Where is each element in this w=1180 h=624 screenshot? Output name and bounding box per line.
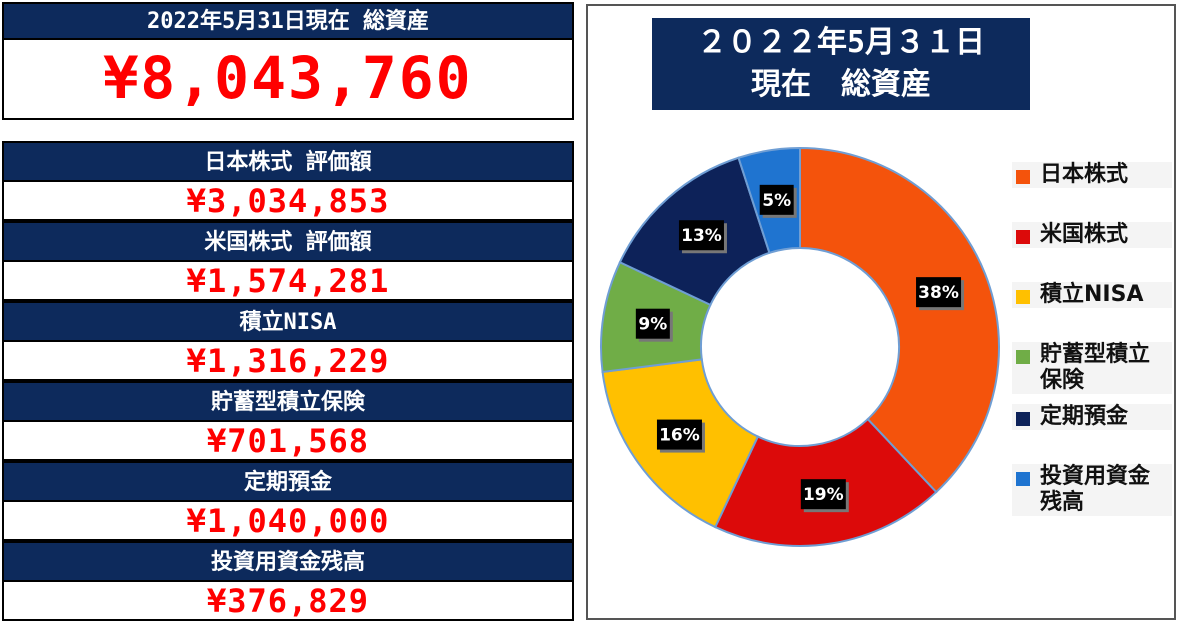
legend-label: 残高 [1040, 490, 1085, 515]
asset-item-label: 積立NISA [2, 301, 574, 342]
asset-item-label: 定期預金 [2, 461, 574, 502]
legend-label: 米国株式 [1040, 222, 1129, 247]
asset-item-value: ¥1,316,229 [2, 342, 574, 381]
chart-legend: 日本株式米国株式積立NISA 貯蓄型積立 保険定期預金投資用資金 残高 [1012, 162, 1172, 526]
legend-item: 積立NISA [1012, 282, 1172, 308]
legend-swatch [1016, 230, 1030, 244]
asset-item: 米国株式 評価額 ¥1,574,281 [2, 221, 574, 301]
asset-item: 定期預金 ¥1,040,000 [2, 461, 574, 541]
asset-item: 日本株式 評価額 ¥3,034,853 [2, 141, 574, 221]
asset-item-label: 米国株式 評価額 [2, 221, 574, 262]
asset-item-value: ¥376,829 [2, 582, 574, 621]
total-assets-block: 2022年5月31日現在 総資産 ¥8,043,760 [2, 2, 574, 120]
legend-label: 日本株式 [1040, 162, 1129, 187]
donut-chart: 38% 19% 16% 9% 13% 5% [600, 146, 1000, 547]
chart-title: ２０２２年5月３１日 現在 総資産 [652, 18, 1030, 110]
data-label: 16% [656, 419, 705, 453]
data-label: 13% [678, 220, 727, 254]
asset-item-value: ¥1,574,281 [2, 262, 574, 301]
legend-item: 定期預金 [1012, 404, 1172, 430]
data-label: 9% [635, 308, 673, 342]
legend-item: 貯蓄型積立 保険 [1012, 342, 1172, 394]
legend-swatch [1016, 170, 1030, 184]
chart-panel: 38% 19% 16% 9% 13% 5% ２０２２年5月３１日 現在 総資産 日本株式米… [586, 4, 1176, 620]
legend-swatch [1016, 290, 1030, 304]
asset-item-value: ¥3,034,853 [2, 182, 574, 221]
asset-item: 投資用資金残高 ¥376,829 [2, 541, 574, 621]
total-heading: 2022年5月31日現在 総資産 [2, 2, 574, 40]
legend-item: 日本株式 [1012, 162, 1172, 188]
legend-label: 定期預金 [1040, 404, 1129, 429]
asset-item-value: ¥1,040,000 [2, 502, 574, 541]
data-label: 38% [916, 277, 965, 311]
svg-text:19%: 19% [803, 485, 844, 505]
svg-text:13%: 13% [681, 226, 722, 246]
donut-slice-0 [799, 146, 1000, 494]
chart-title-line1: ２０２２年5月３１日 [696, 25, 986, 60]
legend-label: 積立NISA [1040, 282, 1144, 307]
svg-text:5%: 5% [762, 191, 791, 211]
chart-title-line2: 現在 総資産 [751, 67, 931, 102]
svg-text:38%: 38% [918, 283, 959, 303]
legend-swatch [1016, 412, 1030, 426]
svg-text:16%: 16% [659, 426, 700, 446]
asset-item-label: 日本株式 評価額 [2, 141, 574, 182]
legend-item: 投資用資金 残高 [1012, 464, 1172, 516]
asset-item: 積立NISA ¥1,316,229 [2, 301, 574, 381]
legend-swatch [1016, 350, 1030, 364]
total-amount: ¥8,043,760 [2, 40, 574, 120]
asset-items-list: 日本株式 評価額 ¥3,034,853 米国株式 評価額 ¥1,574,281 … [2, 141, 574, 621]
asset-item: 貯蓄型積立保険 ¥701,568 [2, 381, 574, 461]
asset-item-label: 投資用資金残高 [2, 541, 574, 582]
data-label: 5% [759, 184, 797, 218]
legend-label: 投資用資金 [1040, 464, 1151, 489]
data-label: 19% [800, 479, 849, 513]
legend-label: 保険 [1040, 368, 1085, 393]
legend-item: 米国株式 [1012, 222, 1172, 248]
legend-label: 貯蓄型積立 [1040, 342, 1151, 367]
asset-item-value: ¥701,568 [2, 422, 574, 461]
asset-item-label: 貯蓄型積立保険 [2, 381, 574, 422]
svg-text:9%: 9% [638, 315, 667, 335]
legend-swatch [1016, 472, 1030, 486]
